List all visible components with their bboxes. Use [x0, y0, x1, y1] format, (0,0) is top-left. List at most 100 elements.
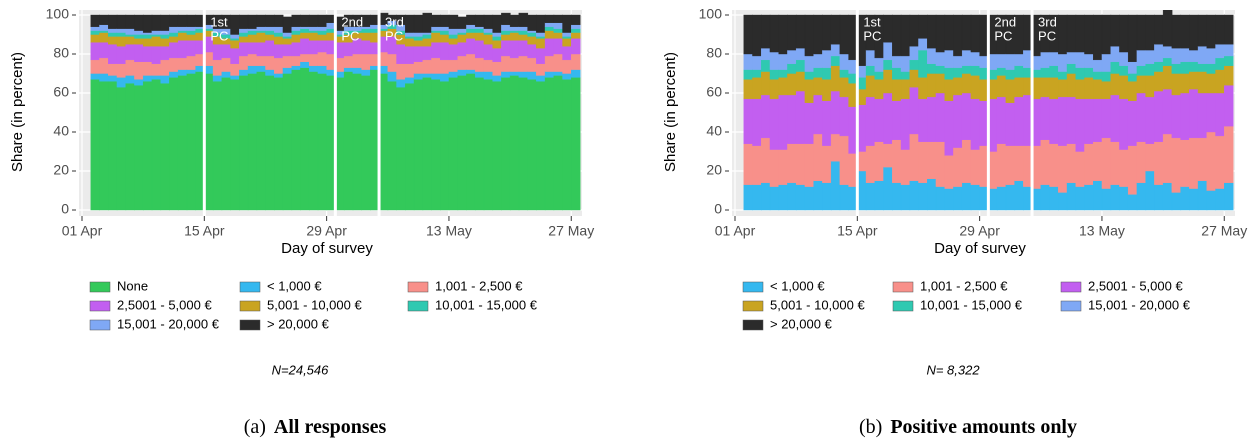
area-step: [509, 30, 520, 33]
area-step: [527, 44, 537, 59]
area-step: [900, 184, 911, 211]
area-step: [1005, 184, 1016, 211]
area-step: [743, 98, 753, 144]
area-step: [562, 59, 572, 74]
area-step: [440, 26, 450, 31]
area-step: [562, 32, 572, 37]
area-step: [553, 14, 564, 24]
area-step: [883, 143, 893, 168]
area-step: [1189, 188, 1199, 211]
area-step: [1145, 49, 1155, 64]
area-step: [562, 73, 572, 80]
area-step: [839, 135, 850, 185]
area-step: [1145, 96, 1155, 144]
area-step: [752, 184, 762, 211]
area-step: [1066, 143, 1077, 183]
area-step: [996, 143, 1007, 187]
area-step: [787, 63, 797, 74]
area-step: [509, 26, 520, 31]
area-step: [90, 42, 100, 61]
area-step: [553, 75, 564, 211]
area-step: [300, 67, 310, 211]
area-step: [743, 14, 753, 55]
area-step: [474, 71, 485, 78]
area-step: [509, 32, 520, 41]
area-step: [405, 32, 415, 37]
area-step: [1154, 44, 1164, 62]
area-step: [778, 14, 788, 55]
area-step: [1005, 53, 1016, 70]
area-step: [142, 32, 153, 35]
area-step: [536, 32, 546, 37]
area-step: [1084, 98, 1094, 144]
area-step: [457, 32, 467, 35]
area-step: [134, 84, 144, 211]
area-step: [778, 77, 788, 96]
area-step: [1189, 49, 1199, 62]
area-step: [944, 79, 954, 101]
area-step: [935, 14, 946, 53]
area-step: [151, 63, 162, 76]
area-step: [1154, 184, 1164, 211]
area-step: [300, 61, 310, 68]
area-step: [752, 145, 762, 185]
area-step: [874, 180, 885, 211]
area-step: [527, 14, 537, 31]
area-step: [492, 14, 502, 33]
area-step: [265, 69, 275, 76]
area-step: [927, 178, 937, 211]
area-step: [1066, 73, 1077, 98]
area-step: [142, 38, 153, 47]
area-step: [909, 46, 919, 61]
area-step: [1101, 137, 1112, 189]
area-step: [186, 69, 197, 74]
area-step: [474, 28, 485, 33]
area-step: [230, 79, 240, 211]
area-step: [1145, 75, 1155, 98]
area-step: [1075, 186, 1085, 211]
area-step: [431, 30, 441, 33]
area-step: [822, 79, 832, 101]
area-step: [1180, 186, 1190, 211]
area-step: [1119, 75, 1129, 100]
area-step: [1162, 133, 1173, 183]
area-step: [431, 42, 441, 59]
area-step: [527, 57, 537, 72]
area-step: [1127, 194, 1138, 211]
area-step: [90, 30, 100, 35]
area-step: [142, 81, 153, 211]
area-step: [874, 141, 885, 181]
area-step: [1136, 182, 1147, 211]
area-step: [509, 57, 520, 72]
area-step: [90, 34, 100, 43]
area-step: [865, 65, 876, 76]
x-tick-label: 29 Apr: [959, 223, 1000, 239]
area-step: [343, 71, 354, 211]
area-step: [151, 30, 162, 35]
area-step: [1215, 135, 1225, 189]
area-step: [1058, 71, 1068, 80]
sample-size-note: N= 8,322: [926, 362, 980, 377]
area-step: [787, 49, 797, 64]
area-step: [483, 44, 494, 61]
area-step: [300, 26, 310, 29]
area-step: [160, 14, 170, 31]
x-tick-label: 15 Apr: [837, 223, 878, 239]
area-step: [509, 71, 520, 76]
area-step: [1005, 79, 1016, 103]
area-step: [440, 34, 450, 43]
area-step: [308, 32, 319, 41]
area-step: [536, 81, 546, 211]
area-step: [961, 182, 972, 211]
area-step: [1040, 184, 1051, 211]
area-step: [527, 79, 537, 211]
area-step: [1162, 10, 1173, 47]
area-step: [1171, 192, 1182, 211]
x-tick-label: 01 Apr: [62, 223, 103, 239]
area-step: [265, 30, 275, 35]
legend-swatch: [239, 319, 261, 331]
legend-swatch: [892, 300, 914, 312]
legend-swatch: [89, 281, 111, 293]
x-axis-title: Day of survey: [934, 240, 1026, 257]
area-step: [536, 47, 546, 64]
